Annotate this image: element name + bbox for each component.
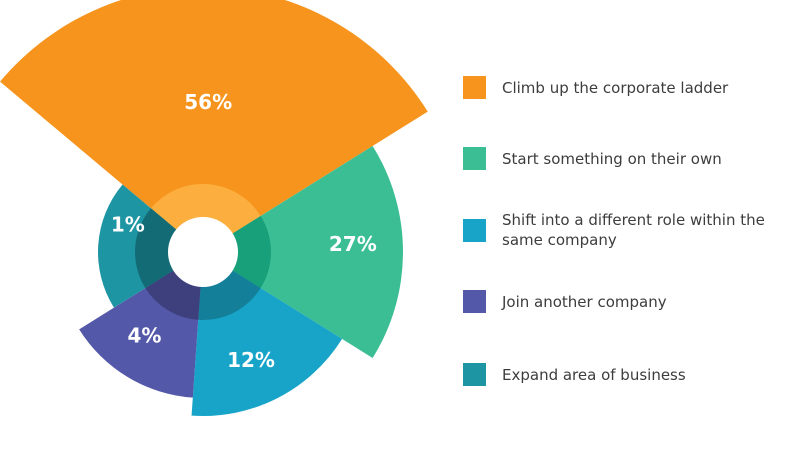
legend-swatch-join-another [463,290,486,313]
legend-label-expand-business: Expand area of business [502,365,686,384]
legend-item-shift-role: Shift into a different role within the s… [463,210,793,250]
slice-label-expand-business: 1% [111,213,145,237]
slice-label-join-another: 4% [128,324,162,348]
chart-center-hole [168,217,238,287]
legend-swatch-climb-ladder [463,76,486,99]
legend-item-join-another: Join another company [463,290,793,313]
legend-swatch-start-own [463,147,486,170]
legend-label-start-own: Start something on their own [502,149,722,168]
legend-label-climb-ladder: Climb up the corporate ladder [502,78,729,97]
slice-label-start-own: 27% [329,232,377,256]
legend-swatch-expand-business [463,363,486,386]
legend-label-shift-role: Shift into a different role within the s… [502,211,765,249]
legend-item-expand-business: Expand area of business [463,363,793,386]
rose-pie-chart: 56% 27% 12% 4% 1% [0,0,428,416]
slice-label-shift-role: 12% [227,348,275,372]
legend-label-join-another: Join another company [502,292,667,311]
legend-swatch-shift-role [463,218,486,242]
slice-climb-ladder [0,0,428,252]
slice-start-own [203,146,403,358]
legend-item-start-own: Start something on their own [463,147,793,170]
legend: Climb up the corporate ladder Start some… [463,0,793,450]
legend-item-climb-ladder: Climb up the corporate ladder [463,76,793,99]
slice-label-climb-ladder: 56% [184,90,232,114]
